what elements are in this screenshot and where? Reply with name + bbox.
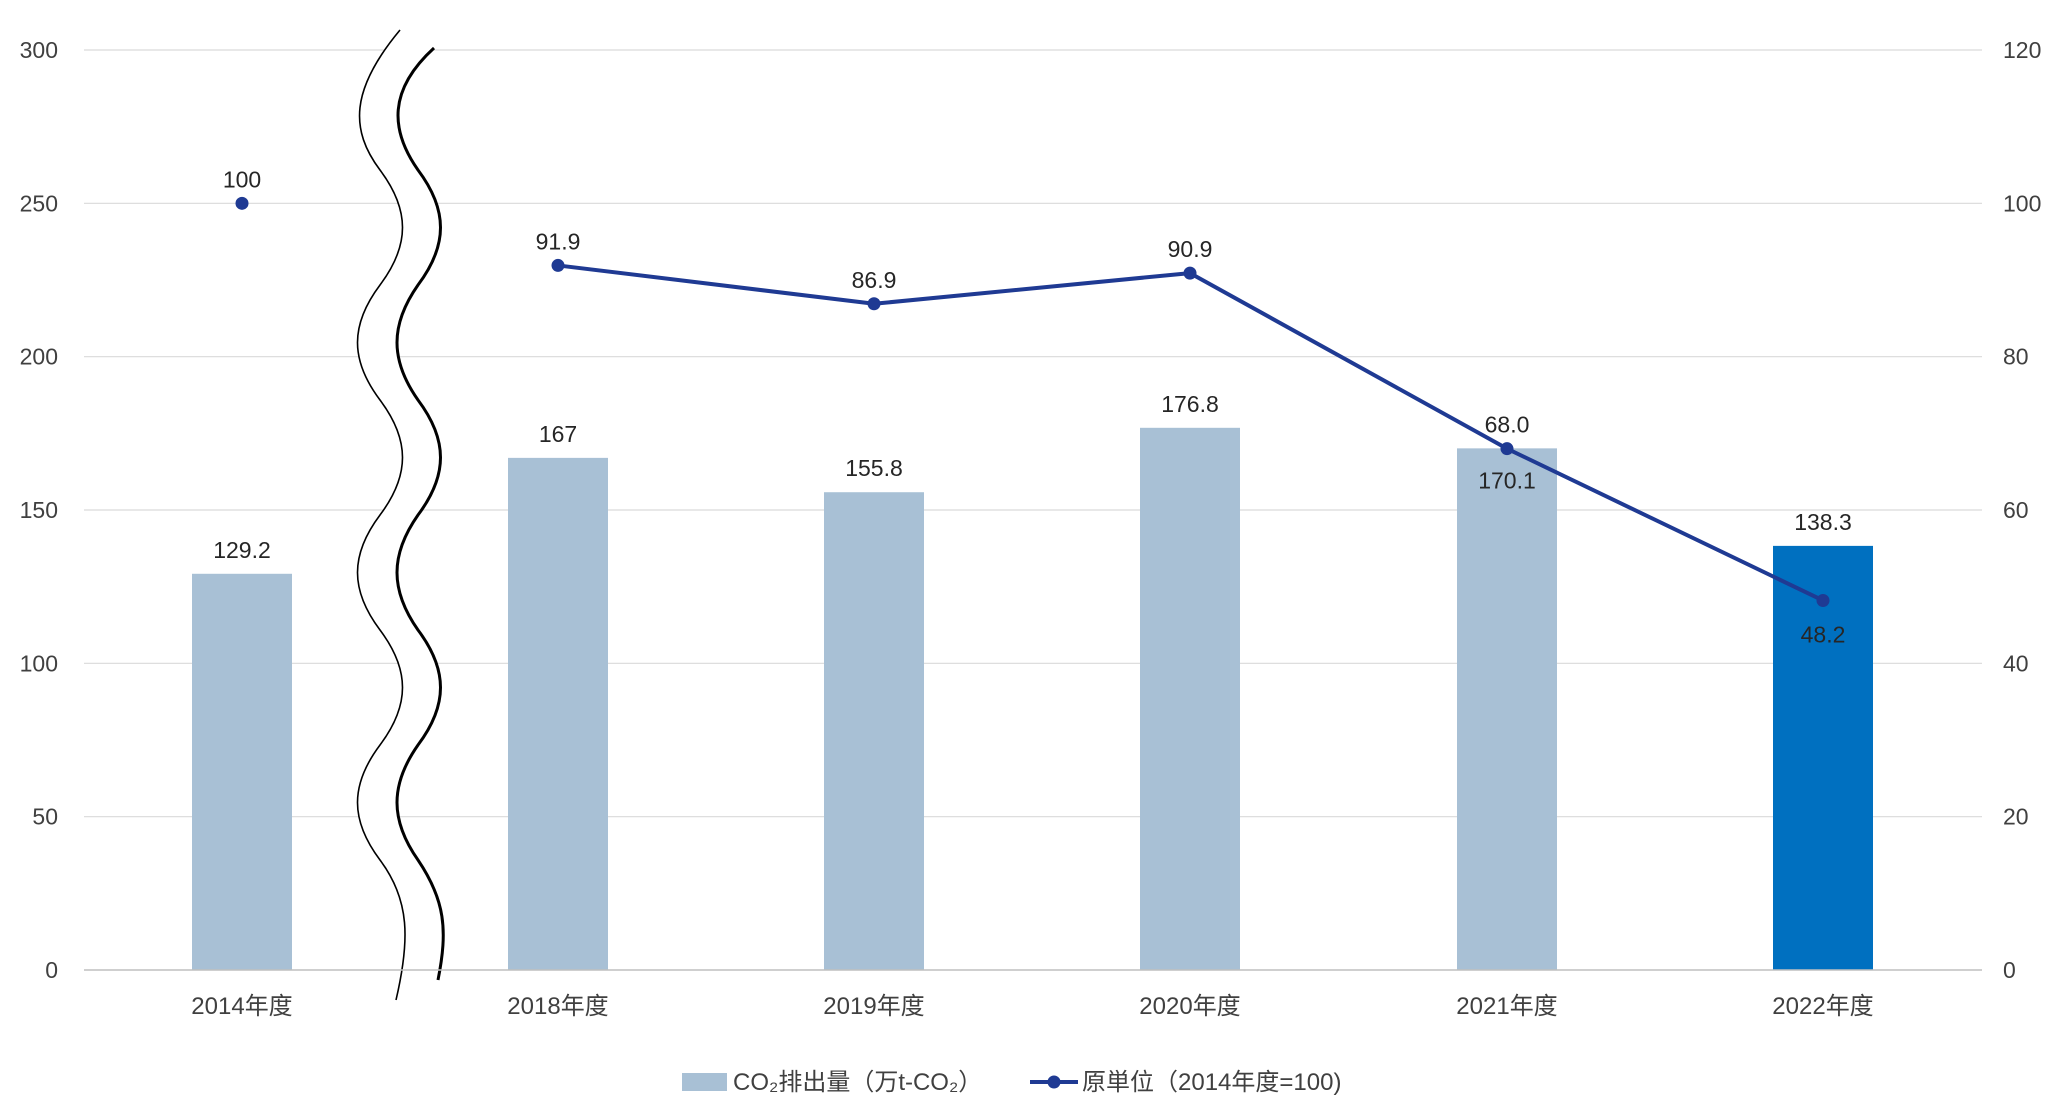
right-tick-label: 0: [2003, 957, 2016, 983]
line-data-label: 100: [223, 166, 261, 192]
left-tick-label: 100: [20, 650, 58, 676]
bar-data-label: 170.1: [1478, 467, 1536, 493]
line-data-label: 48.2: [1801, 621, 1846, 647]
bar: [1773, 545, 1873, 970]
right-tick-label: 40: [2003, 650, 2029, 676]
bar-data-label: 138.3: [1794, 509, 1852, 535]
line-series: 100 91.9 86.9 90.9 68.0 48.2: [223, 166, 1846, 647]
bar: [508, 457, 608, 970]
left-tick-label: 50: [32, 804, 58, 830]
left-tick-label: 150: [20, 497, 58, 523]
left-tick-label: 0: [45, 957, 58, 983]
right-tick-label: 100: [2003, 190, 2041, 216]
line-point: [1500, 442, 1514, 456]
line-point: [1183, 266, 1197, 280]
x-tick-label: 2021年度: [1456, 993, 1557, 1020]
axis-break-symbol: [356, 29, 445, 1001]
legend-swatch-emissions: [682, 1073, 727, 1091]
legend-swatch-intensity-marker: [1047, 1075, 1061, 1089]
bar-data-label: 129.2: [213, 537, 271, 563]
legend: CO₂排出量（万t-CO₂） 原単位（2014年度=100): [682, 1069, 1341, 1096]
bar-data-label: 176.8: [1161, 391, 1219, 417]
legend-label-emissions: CO₂排出量（万t-CO₂）: [733, 1069, 982, 1096]
x-tick-label: 2014年度: [191, 993, 292, 1020]
line-point: [867, 297, 881, 311]
line-point: [235, 196, 249, 210]
x-tick-label: 2022年度: [1772, 993, 1873, 1020]
right-tick-label: 80: [2003, 344, 2029, 370]
line-data-label: 86.9: [852, 267, 897, 293]
bar-data-label: 155.8: [845, 455, 903, 481]
line-point: [551, 258, 565, 272]
line-data-label: 90.9: [1168, 236, 1213, 262]
left-axis-ticks: 0 50 100 150 200 250 300: [20, 37, 58, 983]
left-tick-label: 200: [20, 344, 58, 370]
left-tick-label: 300: [20, 37, 58, 63]
bar: [192, 573, 292, 970]
line-data-label: 91.9: [536, 228, 581, 254]
x-tick-label: 2018年度: [507, 993, 608, 1020]
right-tick-label: 60: [2003, 497, 2029, 523]
x-tick-label: 2020年度: [1139, 993, 1240, 1020]
right-axis-ticks: 0 20 40 60 80 100 120: [2003, 37, 2041, 983]
bar-data-label: 167: [539, 421, 577, 447]
right-tick-label: 20: [2003, 804, 2029, 830]
right-tick-label: 120: [2003, 37, 2041, 63]
bar: [1140, 427, 1240, 970]
legend-label-intensity: 原単位（2014年度=100): [1082, 1069, 1341, 1096]
bar: [1457, 448, 1557, 970]
gridlines: [84, 49, 1982, 818]
line-point: [1816, 593, 1830, 607]
x-axis-category-labels: 2014年度 2018年度 2019年度 2020年度 2021年度 2022年度: [191, 993, 1873, 1020]
line-data-label: 68.0: [1485, 412, 1530, 438]
left-tick-label: 250: [20, 190, 58, 216]
x-tick-label: 2019年度: [823, 993, 924, 1020]
bar-series: 129.2 167 155.8 176.8 170.1 138.3: [192, 391, 1873, 970]
bar: [824, 492, 924, 970]
